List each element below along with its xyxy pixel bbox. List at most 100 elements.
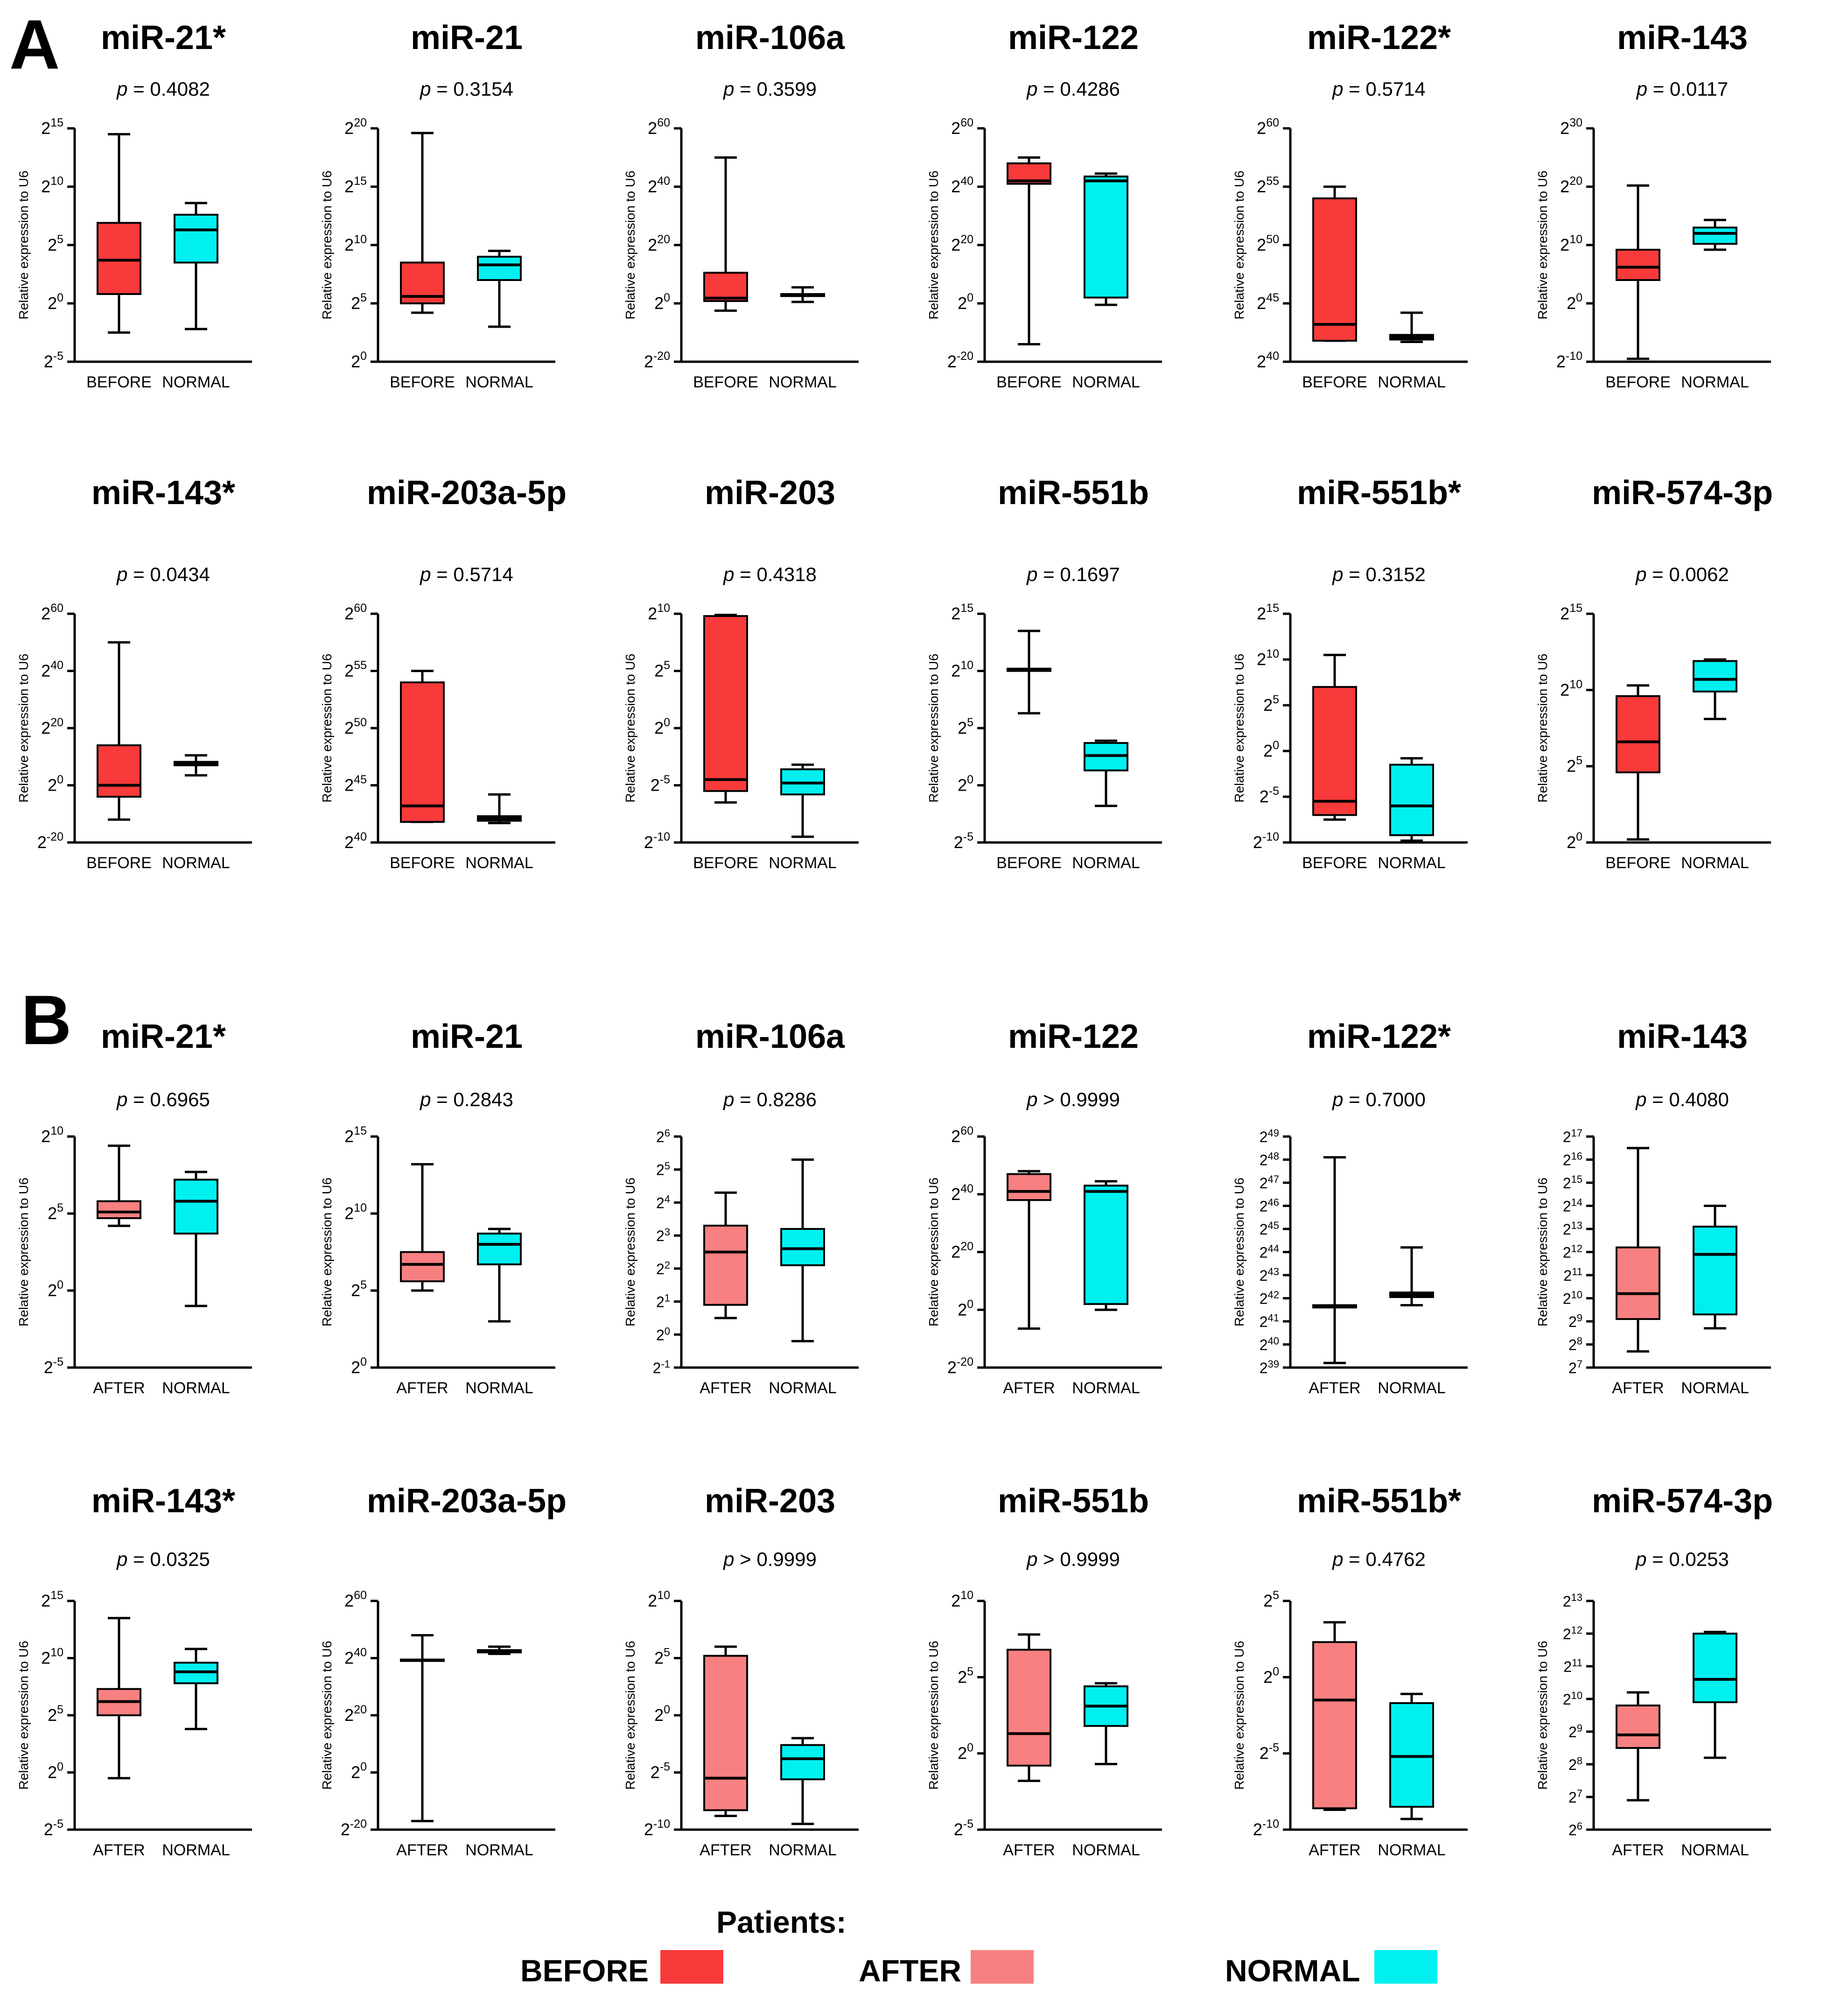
box-iqr [1389, 1702, 1434, 1808]
y-tick-label: 20 [1567, 291, 1582, 313]
y-tick-label: 22 [656, 1259, 670, 1277]
p-value: p = 0.8286 [722, 1088, 817, 1110]
chart-title: miR-143* [91, 474, 235, 512]
y-tick-label: 21 [656, 1292, 670, 1311]
y-tick-label: 27 [1568, 1358, 1582, 1376]
p-value: p = 0.4082 [116, 78, 210, 100]
x-tick-label: NORMAL [465, 1841, 533, 1859]
box-iqr [477, 256, 522, 281]
x-tick-label: AFTER [93, 1841, 145, 1859]
y-tick-label: 20 [656, 1325, 670, 1343]
y-tick-label: 25 [654, 1646, 670, 1668]
chart-title: miR-21 [411, 1018, 523, 1055]
box-normal [1389, 1246, 1434, 1306]
p-value: p = 0.6965 [116, 1088, 210, 1110]
box-iqr [780, 1744, 825, 1781]
chart-title: miR-122 [1008, 1018, 1139, 1055]
x-tick-label: BEFORE [1605, 854, 1671, 872]
x-tick-label: AFTER [93, 1379, 145, 1397]
x-tick-label: BEFORE [390, 854, 455, 872]
chart-a-3: miR-106a p = 0.3599 Relative expression to… [623, 19, 859, 391]
x-tick-label: AFTER [1003, 1379, 1055, 1397]
chart-a-2: miR-21 p = 0.3154 Relative expression to U… [320, 19, 555, 391]
p-value: p = 0.0325 [116, 1548, 210, 1570]
y-tick-label: 26 [656, 1127, 670, 1145]
box-after [1007, 1170, 1051, 1330]
y-tick-label: 25 [1263, 693, 1279, 715]
x-tick-label: NORMAL [162, 854, 230, 872]
y-tick-label: 244 [1260, 1243, 1279, 1261]
p-value: p = 0.4318 [722, 563, 817, 585]
y-tick-label: 25 [48, 233, 63, 254]
chart-b-4: miR-122 p > 0.9999 Relative expression to … [926, 1018, 1162, 1397]
chart-a-1: miR-21* p = 0.4082 Relative expression to … [16, 19, 252, 391]
y-tick-label: 2-20 [341, 1818, 367, 1839]
x-tick-label: AFTER [1309, 1841, 1360, 1859]
y-axis-label: Relative expression to U6 [320, 170, 334, 319]
y-tick-label: 2-10 [1556, 350, 1582, 371]
x-tick-label: NORMAL [465, 854, 533, 872]
x-tick-label: NORMAL [769, 1841, 836, 1859]
box-normal [780, 763, 825, 838]
box-before [1616, 684, 1660, 841]
box-iqr [1312, 686, 1357, 816]
y-tick-label: 25 [48, 1703, 63, 1725]
x-tick-label: AFTER [700, 1841, 751, 1859]
box-after [400, 1634, 445, 1823]
y-tick-label: 245 [1260, 1220, 1279, 1238]
y-tick-label: 260 [41, 602, 63, 623]
x-tick-label: NORMAL [1072, 373, 1140, 391]
p-value: p = 0.4762 [1331, 1548, 1426, 1570]
chart-b-1: miR-143* p = 0.0325 Relative expression to… [16, 1482, 252, 1859]
y-tick-label: 220 [951, 1240, 973, 1262]
y-axis-label: Relative expression to U6 [16, 170, 31, 319]
box-normal [1084, 1180, 1128, 1311]
y-tick-label: 24 [656, 1193, 670, 1211]
box-iqr [703, 272, 748, 302]
y-tick-label: 2-5 [1260, 1741, 1279, 1763]
x-tick-label: BEFORE [693, 373, 758, 391]
chart-title: miR-203 [705, 474, 835, 512]
legend-swatch-normal [1374, 1950, 1437, 1984]
box-iqr [97, 744, 141, 798]
y-tick-label: 20 [654, 716, 670, 737]
p-value: p = 0.1697 [1026, 563, 1120, 585]
y-tick-label: 210 [344, 233, 367, 254]
y-tick-label: 211 [1563, 1657, 1582, 1675]
x-tick-label: BEFORE [1605, 373, 1671, 391]
y-tick-label: 210 [41, 1646, 63, 1668]
y-tick-label: 20 [1263, 1665, 1279, 1686]
box-iqr [477, 1232, 522, 1265]
legend-label: NORMAL [1225, 1953, 1360, 1988]
p-value: p = 0.5714 [1331, 78, 1426, 100]
chart-title: miR-21* [101, 1018, 226, 1055]
box-before [1312, 185, 1357, 342]
box-iqr [400, 681, 445, 823]
p-value: p = 0.3152 [1331, 563, 1426, 585]
y-axis-label: Relative expression to U6 [16, 1641, 31, 1789]
y-tick-label: 210 [1563, 1289, 1582, 1307]
y-tick-label: 215 [1257, 602, 1279, 623]
box-before [97, 133, 141, 334]
y-tick-label: 240 [1257, 350, 1279, 371]
chart-title: miR-551b* [1297, 474, 1461, 512]
y-tick-label: 2-5 [44, 1818, 63, 1839]
y-tick-label: 260 [344, 602, 367, 623]
x-tick-label: BEFORE [996, 373, 1062, 391]
y-tick-label: 20 [958, 1741, 973, 1763]
chart-a-1: miR-143* p = 0.0434 Relative expression to… [16, 474, 252, 872]
x-tick-label: NORMAL [1378, 1379, 1445, 1397]
chart-title: miR-143* [91, 1482, 235, 1520]
chart-a-5: miR-551b* p = 0.3152 Relative expression t… [1232, 474, 1468, 872]
y-tick-label: 260 [344, 1589, 367, 1610]
x-tick-label: AFTER [700, 1379, 751, 1397]
y-tick-label: 2-5 [651, 1761, 670, 1782]
y-tick-label: 215 [344, 1124, 367, 1146]
y-tick-label: 20 [48, 773, 63, 795]
y-tick-label: 215 [41, 116, 63, 138]
box-normal [477, 250, 522, 328]
chart-title: miR-574-3p [1592, 1482, 1773, 1520]
x-tick-label: NORMAL [769, 1379, 836, 1397]
chart-b-3: miR-106a p = 0.8286 Relative expression to… [623, 1018, 859, 1397]
y-axis-label: Relative expression to U6 [1535, 170, 1550, 319]
